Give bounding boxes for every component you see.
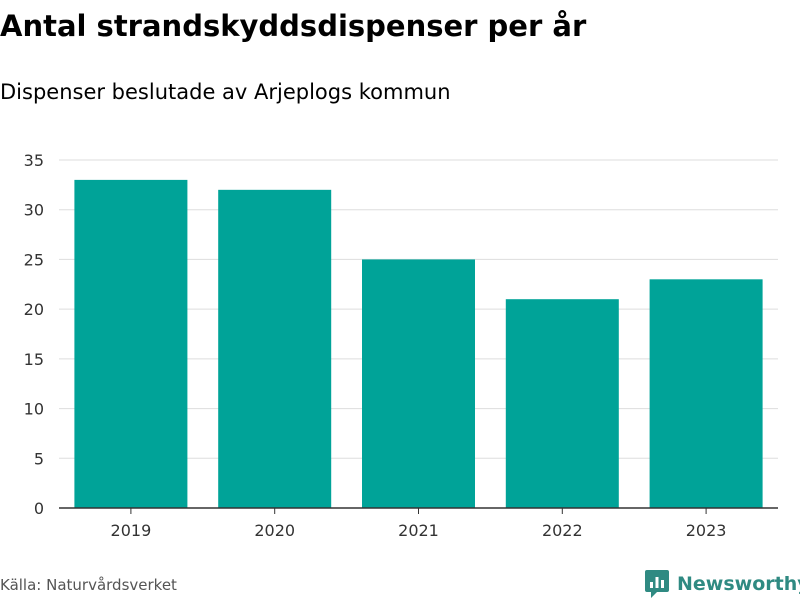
y-tick-label: 20 <box>24 300 44 319</box>
bar <box>74 179 188 508</box>
x-tick-label: 2022 <box>542 521 583 540</box>
bar <box>505 299 619 508</box>
y-tick-label: 15 <box>24 350 44 369</box>
y-tick-label: 10 <box>24 400 44 419</box>
source-note: Källa: Naturvårdsverket <box>0 576 177 594</box>
bar <box>649 279 763 508</box>
bar <box>218 189 332 509</box>
newsworthy-logo-icon <box>645 570 669 598</box>
x-tick-label: 2021 <box>398 521 439 540</box>
y-tick-label: 30 <box>24 201 44 220</box>
chart-subtitle: Dispenser beslutade av Arjeplogs kommun <box>0 80 451 104</box>
x-tick-label: 2023 <box>686 521 727 540</box>
y-tick-label: 35 <box>24 151 44 170</box>
chart-title: Antal strandskyddsdispenser per år <box>0 9 587 43</box>
y-tick-label: 25 <box>24 250 44 269</box>
y-tick-label: 0 <box>34 499 44 518</box>
y-tick-label: 5 <box>34 449 44 468</box>
x-tick-label: 2019 <box>111 521 152 540</box>
brand-logo: Newsworthy <box>645 568 800 600</box>
x-tick-label: 2020 <box>254 521 295 540</box>
bar-chart: 0 5 10 15 20 25 30 35 2019 2020 2021 2022 2023 <box>24 151 778 540</box>
brand-name: Newsworthy <box>677 573 800 595</box>
bar <box>362 259 475 508</box>
